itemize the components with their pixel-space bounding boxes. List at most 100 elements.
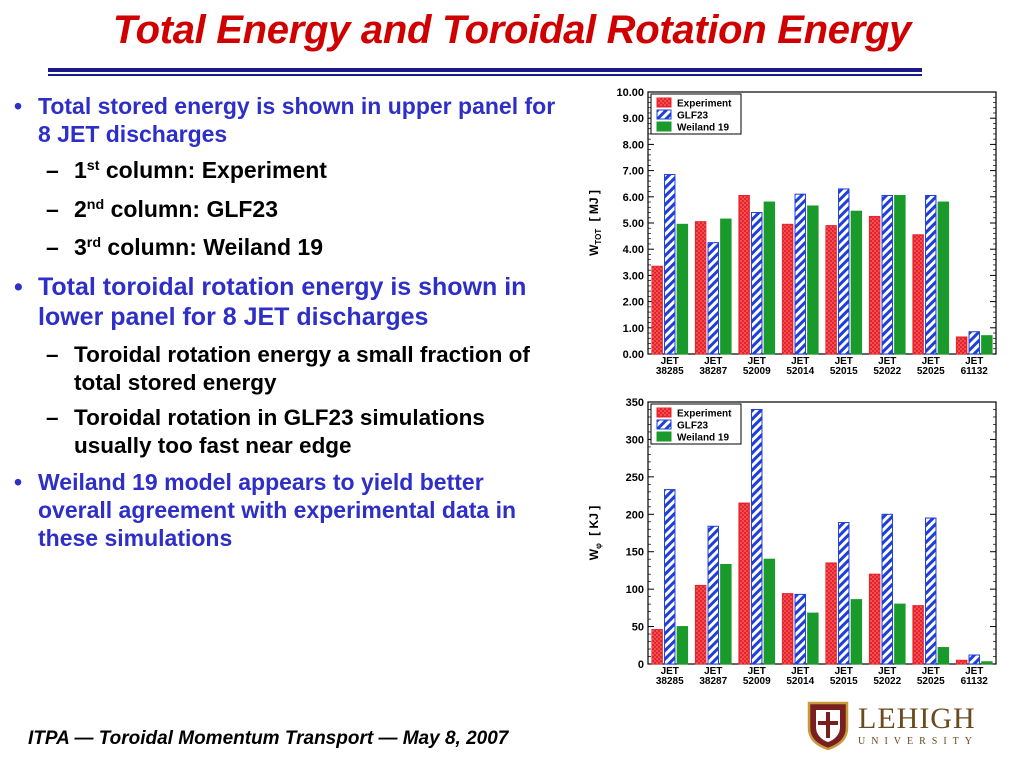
- bar-weiland-19: [981, 661, 993, 665]
- sub-bullet-item: – 2nd column: GLF23: [14, 195, 574, 224]
- bar-experiment: [651, 265, 663, 355]
- legend-entry: Experiment: [677, 99, 732, 110]
- sub-bullet-item: – Toroidal rotation in GLF23 simulations…: [14, 404, 544, 460]
- footer-text: ITPA — Toroidal Momentum Transport — May…: [28, 728, 509, 749]
- bar-glf23: [707, 525, 719, 665]
- y-tick-label: 1.00: [623, 323, 644, 335]
- bullet-text: Weiland 19 model appears to yield better…: [38, 469, 517, 552]
- sub-bullet-dash-icon: –: [46, 341, 59, 367]
- bar-weiland-19: [676, 223, 689, 355]
- sub-bullet-text: Toroidal rotation in GLF23 simulations u…: [74, 405, 485, 459]
- rotation-energy-chart: 0 50 100 150 200 250 300 350 Wφ [ KJ ] JET 38285 JE…: [587, 397, 997, 687]
- bar-glf23: [881, 513, 893, 665]
- sub-bullet-text: Toroidal rotation energy a small fractio…: [74, 341, 530, 395]
- x-tick-label: JET 52022: [873, 666, 901, 687]
- bar-experiment: [955, 659, 968, 665]
- bar-experiment: [868, 573, 881, 665]
- university-logo: LEHIGH UNIVERSITY: [806, 700, 976, 752]
- sub-bullet-item: – 1st column: Experiment: [14, 156, 574, 185]
- bar-weiland-19: [763, 201, 776, 355]
- legend-swatch: [656, 109, 672, 120]
- x-tick-label: JET 52025: [917, 356, 945, 377]
- bar-weiland-19: [937, 201, 950, 355]
- x-tick-label: JET 52022: [873, 356, 901, 377]
- y-axis-label: Wφ [ KJ ]: [587, 506, 603, 560]
- bullet-text: Total toroidal rotation energy is shown …: [38, 272, 527, 332]
- legend-entry: GLF23: [677, 111, 709, 122]
- bar-experiment: [868, 215, 881, 355]
- bullet-dot-icon: •: [14, 469, 23, 496]
- x-tick-label: JET 38285: [656, 356, 684, 377]
- y-tick-label: 100: [626, 584, 644, 596]
- sub-bullet-sup: rd: [86, 235, 102, 252]
- title-underline: [48, 68, 922, 72]
- bar-weiland-19: [807, 612, 819, 665]
- x-tick-label: JET 61132: [961, 356, 989, 377]
- sub-bullet-text: column: Weiland 19: [101, 234, 323, 261]
- bar-weiland-19: [850, 599, 863, 665]
- bar-experiment: [825, 225, 837, 355]
- bullet-text: Total stored energy is shown in upper pa…: [38, 93, 556, 148]
- bar-experiment: [694, 221, 707, 355]
- bar-weiland-19: [763, 558, 776, 665]
- x-tick-label: JET 52015: [830, 356, 858, 377]
- bar-weiland-19: [807, 205, 819, 355]
- bar-glf23: [664, 174, 676, 355]
- y-tick-label: 0.00: [623, 349, 644, 361]
- bar-experiment: [781, 593, 794, 665]
- legend-swatch: [656, 121, 672, 132]
- y-tick-label: 10.00: [616, 87, 644, 99]
- bullet-dot-icon: •: [14, 93, 23, 119]
- y-axis-label: WTOT [ MJ ]: [587, 190, 603, 256]
- bar-glf23: [751, 408, 763, 665]
- bar-glf23: [838, 522, 850, 665]
- logo-wordmark: LEHIGH: [858, 702, 976, 735]
- sub-bullet-sup: nd: [86, 196, 105, 213]
- bar-experiment: [694, 584, 707, 665]
- y-tick-label: 5.00: [623, 218, 644, 230]
- bar-glf23: [794, 593, 806, 665]
- bullet-item: • Weiland 19 model appears to yield bett…: [14, 468, 528, 552]
- bullet-dot-icon: •: [14, 272, 23, 301]
- sub-bullet-dash-icon: –: [46, 157, 59, 184]
- legend-entry: Experiment: [677, 409, 732, 420]
- svg-text:WTOT [ MJ ]: WTOT [ MJ ]: [587, 190, 603, 256]
- bar-weiland-19: [981, 335, 993, 355]
- logo-subtitle: UNIVERSITY: [858, 736, 978, 747]
- legend-swatch: [656, 431, 672, 442]
- y-tick-label: 3.00: [623, 270, 644, 282]
- x-tick-label: JET 52009: [743, 356, 771, 377]
- crest-icon: [807, 701, 849, 750]
- bar-glf23: [925, 517, 937, 665]
- y-tick-label: 8.00: [623, 139, 644, 151]
- sub-bullet-dash-icon: –: [46, 405, 59, 431]
- y-tick-label: 250: [626, 472, 644, 484]
- bar-weiland-19: [937, 647, 950, 665]
- bar-experiment: [651, 629, 663, 665]
- sub-bullet-num: 2: [74, 195, 87, 222]
- bar-weiland-19: [894, 194, 906, 355]
- bar-glf23: [968, 331, 980, 355]
- sub-bullet-num: 3: [74, 234, 87, 261]
- total-energy-chart: 0.00 1.00 2.00 3.00 4.00 5.00 6.00 7.00 8.00 9.00…: [587, 87, 997, 377]
- bar-experiment: [738, 502, 750, 665]
- sub-bullet-text: column: Experiment: [99, 157, 327, 184]
- bar-weiland-19: [676, 626, 689, 665]
- svg-text:Wφ [ KJ ]: Wφ [ KJ ]: [587, 506, 603, 560]
- bar-experiment: [912, 234, 924, 355]
- bar-weiland-19: [720, 218, 732, 355]
- bar-glf23: [751, 212, 763, 355]
- legend-entry: Weiland 19: [677, 433, 729, 444]
- bullet-item: • Total toroidal rotation energy is show…: [14, 272, 558, 333]
- y-tick-label: 350: [626, 397, 644, 409]
- x-tick-label: JET 52014: [786, 356, 814, 377]
- sub-bullet-dash-icon: –: [46, 234, 59, 261]
- bar-glf23: [925, 194, 937, 355]
- y-tick-label: 6.00: [623, 192, 644, 204]
- slide-title: Total Energy and Toroidal Rotation Energ…: [112, 8, 912, 52]
- y-tick-label: 150: [626, 547, 644, 559]
- legend-entry: GLF23: [677, 421, 709, 432]
- bar-glf23: [968, 654, 980, 665]
- bar-glf23: [707, 242, 719, 355]
